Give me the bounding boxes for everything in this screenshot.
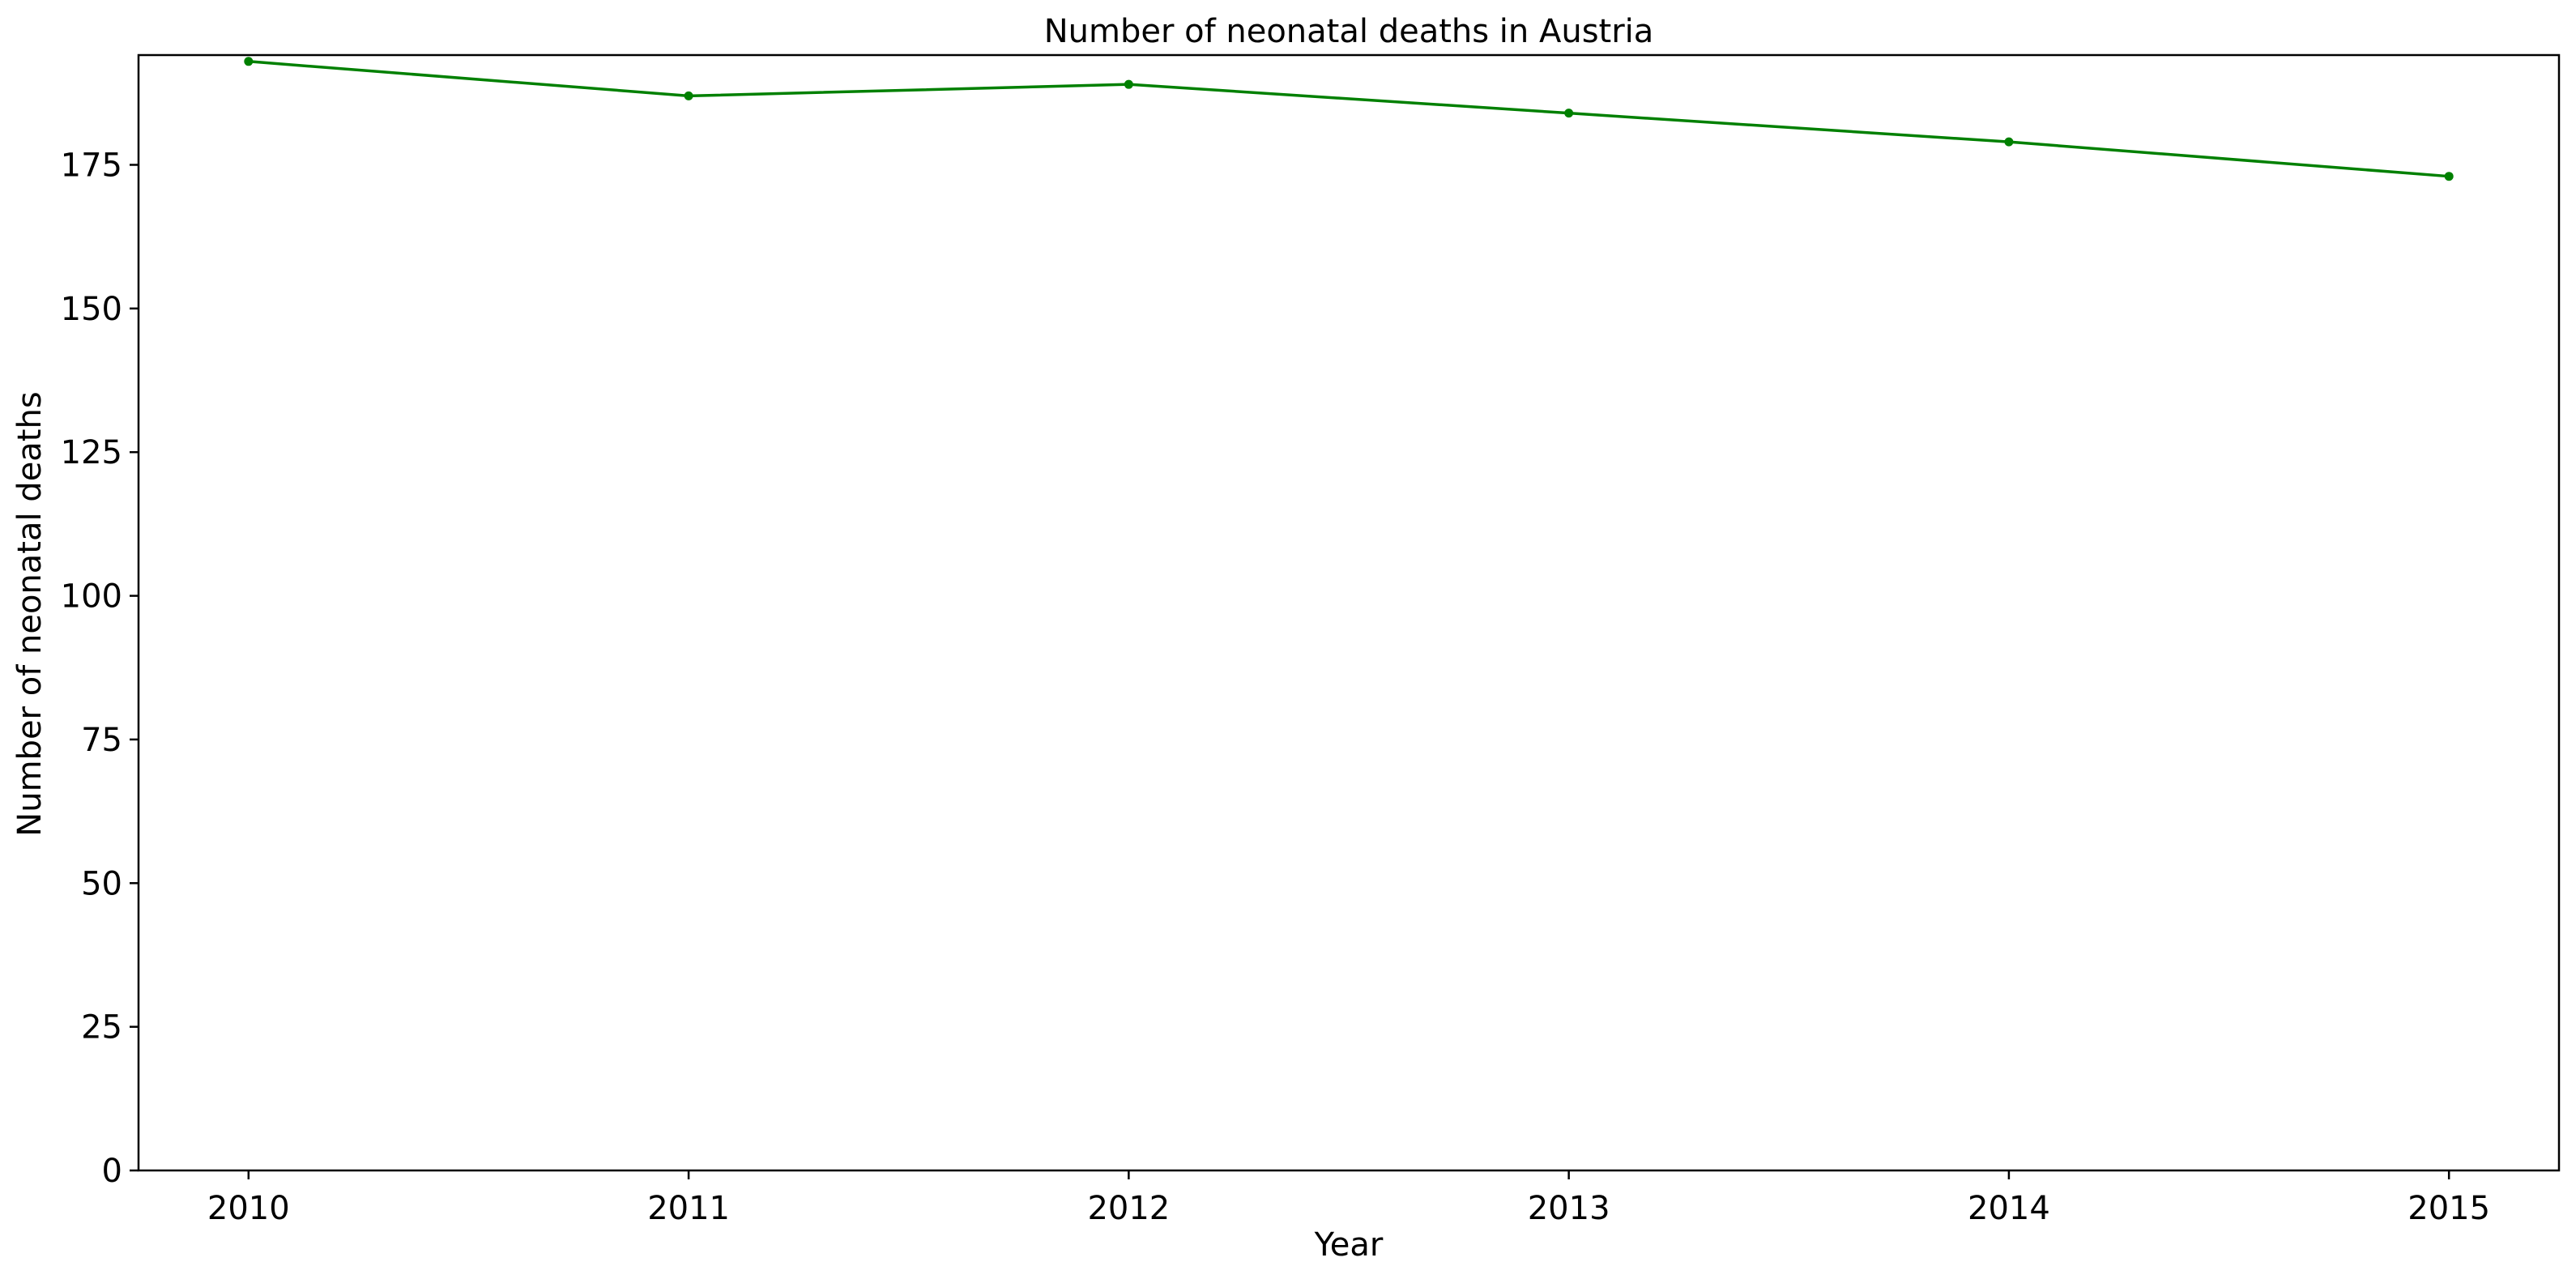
- y-tick-label: 150: [61, 291, 122, 328]
- plot-frame: [137, 53, 2561, 1172]
- data-point: [2004, 137, 2014, 147]
- y-axis-label: Number of neonatal deaths: [11, 391, 49, 836]
- x-tick-label: 2013: [1528, 1190, 1610, 1227]
- y-tick-label: 75: [81, 722, 122, 759]
- x-axis: 2010 2011 2012 2013 2014 2015: [207, 1170, 2490, 1227]
- x-tick-label: 2012: [1087, 1190, 1170, 1227]
- plot-area: [137, 53, 2561, 1172]
- y-tick-label: 125: [61, 434, 122, 471]
- x-tick-label: 2015: [2408, 1190, 2490, 1227]
- data-point: [1564, 109, 1574, 118]
- y-tick-label: 50: [81, 865, 122, 902]
- x-tick-label: 2010: [207, 1190, 290, 1227]
- y-tick-label: 100: [61, 578, 122, 616]
- y-tick-label: 175: [61, 147, 122, 185]
- data-point: [684, 91, 693, 100]
- y-axis: 0 25 50 75 100 125 150 175: [61, 147, 139, 1190]
- data-point: [1124, 79, 1133, 89]
- data-point: [244, 57, 254, 66]
- x-tick-label: 2011: [647, 1190, 730, 1227]
- data-point: [2444, 172, 2454, 181]
- series-layer: [244, 57, 2454, 181]
- x-tick-label: 2014: [1968, 1190, 2050, 1227]
- chart-title: Number of neonatal deaths in Austria: [1044, 13, 1654, 50]
- y-tick-label: 0: [102, 1153, 122, 1190]
- series-line: [247, 60, 2450, 178]
- y-tick-label: 25: [81, 1009, 122, 1047]
- x-axis-label: Year: [1314, 1226, 1384, 1264]
